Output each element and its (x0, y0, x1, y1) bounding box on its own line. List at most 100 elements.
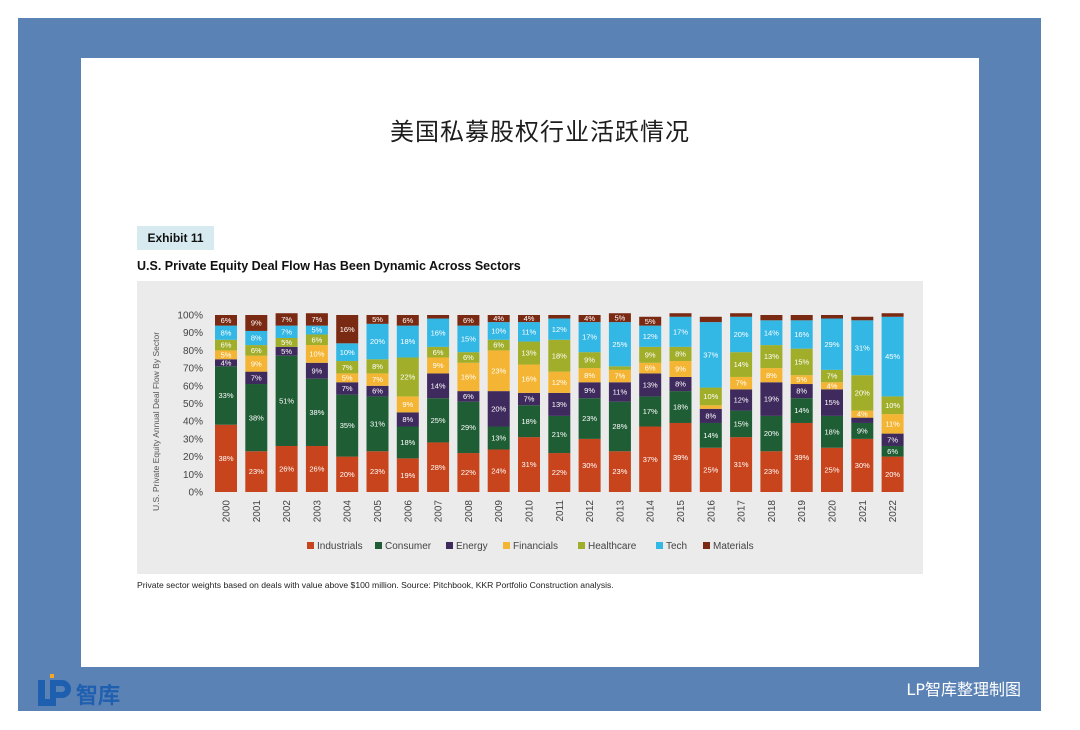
bar-segment-energy (881, 433, 904, 446)
bar-segment-industrials (608, 451, 631, 492)
bar-segment-healthcare (608, 366, 631, 370)
data-label: 7% (736, 379, 747, 388)
bar-segment-industrials (578, 438, 601, 492)
data-label: 10% (309, 350, 324, 359)
bar-segment-materials (366, 315, 389, 324)
bar-segment-industrials (699, 447, 722, 492)
bar-segment-industrials (396, 458, 419, 492)
data-label: 12% (552, 325, 567, 334)
x-tick-label: 2013 (615, 500, 626, 523)
bar-segment-consumer (790, 398, 813, 423)
legend-swatch-healthcare (578, 542, 585, 549)
data-label: 26% (309, 465, 324, 474)
data-label: 17% (643, 407, 658, 416)
legend-label-energy: Energy (456, 541, 488, 552)
bar-segment-materials (760, 315, 783, 321)
bar-segment-healthcare (760, 345, 783, 369)
data-label: 25% (431, 416, 446, 425)
data-label: 9% (584, 356, 595, 365)
bar-segment-energy (821, 389, 843, 416)
data-label: 13% (521, 349, 536, 358)
data-label: 10% (885, 401, 900, 410)
bar-segment-financials (578, 368, 601, 383)
data-label: 10% (340, 348, 355, 357)
x-tick-label: 2007 (434, 500, 445, 523)
data-label: 23% (370, 467, 385, 476)
data-label: 24% (491, 466, 506, 475)
data-label: 18% (400, 337, 415, 346)
data-label: 10% (703, 392, 718, 401)
bar-segment-healthcare (821, 369, 843, 383)
bar-segment-energy (578, 382, 601, 399)
bar-segment-financials (427, 357, 450, 374)
bar-segment-financials (639, 362, 662, 374)
data-label: 9% (402, 400, 413, 409)
data-label: 14% (794, 406, 809, 415)
data-label: 6% (645, 364, 656, 373)
y-tick-label: 0% (189, 488, 204, 499)
bar-segment-industrials (427, 442, 450, 492)
bar-segment-financials (518, 364, 540, 393)
bar-segment-financials (608, 369, 631, 383)
bar-segment-healthcare (518, 341, 540, 365)
x-tick-label: 2016 (706, 500, 717, 523)
data-label: 20% (340, 470, 355, 479)
data-label: 13% (643, 381, 658, 390)
bar-segment-tech (730, 316, 753, 353)
bar-segment-consumer (215, 366, 237, 425)
data-label: 7% (827, 372, 838, 381)
bar-segment-energy (336, 382, 359, 395)
bar-segment-industrials (821, 447, 843, 492)
data-label: 9% (251, 319, 262, 328)
bar-segment-healthcare (639, 346, 662, 363)
data-label: 20% (764, 429, 779, 438)
data-label: 18% (521, 417, 536, 426)
bar-segment-consumer (639, 396, 662, 427)
bar-segment-energy (457, 391, 480, 402)
bar-segment-tech (366, 323, 389, 360)
data-label: 51% (279, 396, 294, 405)
bar-segment-consumer (730, 410, 753, 438)
data-label: 6% (887, 447, 898, 456)
y-tick-label: 60% (183, 381, 203, 392)
x-tick-label: 2003 (312, 500, 323, 523)
bar-segment-consumer (760, 415, 783, 452)
bar-segment-energy (790, 384, 813, 399)
data-label: 7% (251, 373, 262, 382)
data-label: 35% (340, 421, 355, 430)
data-label: 18% (552, 351, 567, 360)
bar-segment-energy (608, 382, 631, 402)
x-tick-label: 2011 (555, 500, 566, 522)
bar-segment-energy (760, 382, 783, 416)
bar-segment-materials (518, 315, 540, 323)
bar-segment-tech (699, 322, 722, 388)
bar-segment-industrials (275, 445, 298, 492)
bar-segment-materials (821, 315, 843, 319)
x-tick-label: 2005 (373, 500, 384, 523)
bar-segment-financials (851, 410, 874, 418)
data-label: 13% (491, 434, 506, 443)
data-label: 7% (614, 372, 625, 381)
data-label: 5% (281, 338, 292, 347)
y-tick-label: 10% (183, 470, 203, 481)
bar-segment-energy (396, 412, 419, 427)
bar-segment-tech (427, 318, 450, 347)
data-label: 19% (400, 471, 415, 480)
bar-segment-energy (548, 392, 571, 416)
bar-segment-consumer (669, 391, 692, 423)
data-label: 19% (764, 395, 779, 404)
x-tick-label: 2014 (646, 500, 657, 523)
bar-segment-consumer (275, 355, 298, 446)
data-label: 8% (251, 334, 262, 343)
bar-segment-materials (578, 315, 601, 323)
data-label: 11% (885, 419, 900, 428)
credit-text: LP智库整理制图 (906, 680, 1021, 699)
bar-segment-energy (730, 389, 753, 411)
legend-label-tech: Tech (666, 541, 687, 552)
data-label: 9% (645, 350, 656, 359)
data-label: 4% (221, 358, 232, 367)
bar-segment-industrials (215, 424, 237, 492)
data-label: 23% (764, 467, 779, 476)
bar-segment-financials (487, 350, 510, 392)
data-label: 13% (764, 352, 779, 361)
